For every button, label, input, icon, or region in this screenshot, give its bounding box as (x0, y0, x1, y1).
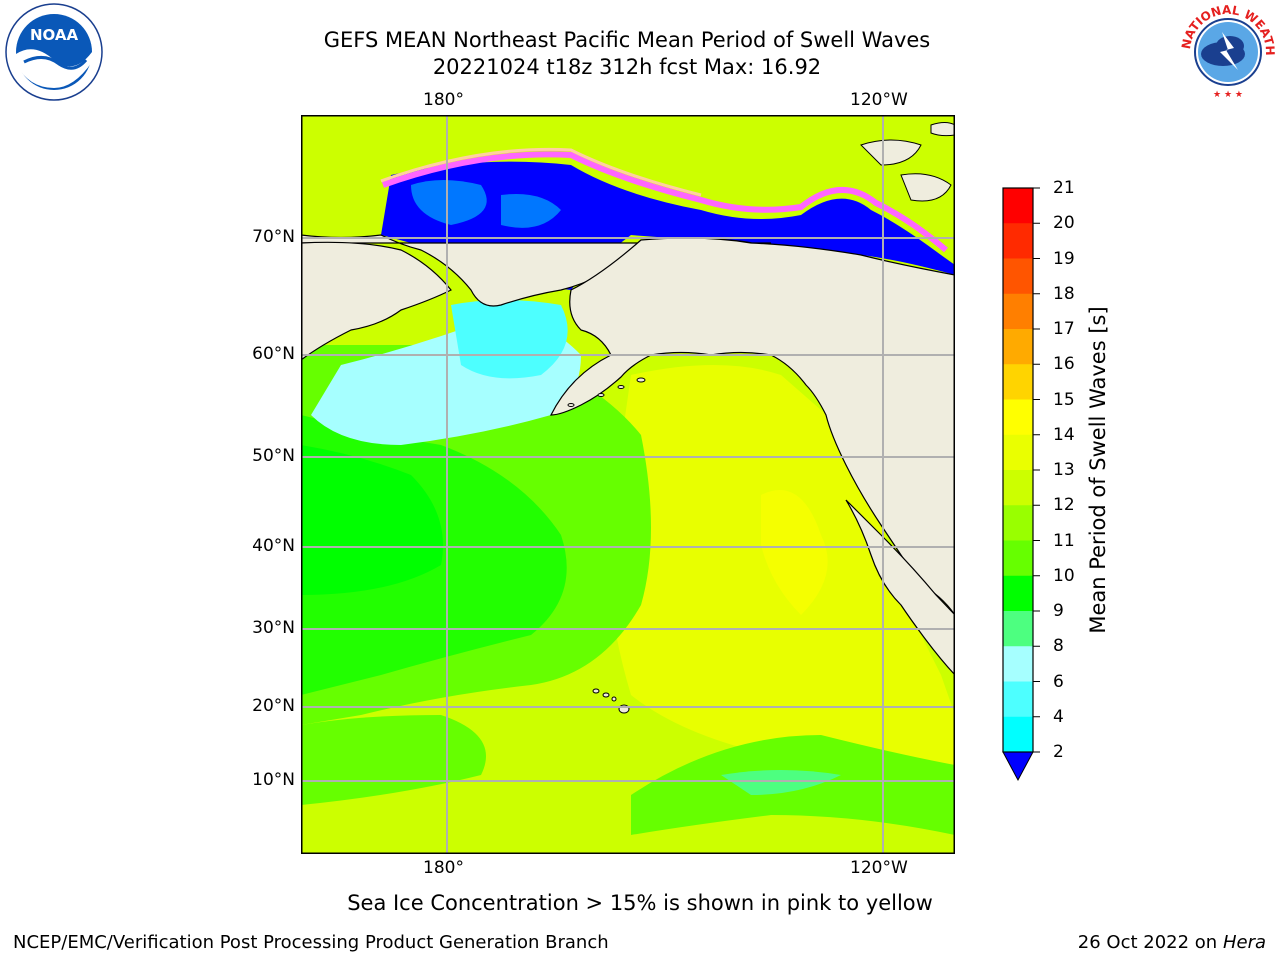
colorbar-cell (1003, 364, 1033, 400)
colorbar-tick-label: 10 (1053, 565, 1075, 586)
lat-label-70n: 70°N (252, 227, 295, 247)
colorbar-cell (1003, 716, 1033, 753)
colorbar-tick-label: 19 (1053, 248, 1075, 269)
colorbar-tick-label: 2 (1053, 742, 1064, 762)
colorbar-tick-label: 20 (1053, 213, 1075, 234)
colorbar-extend-triangle (1002, 751, 1034, 782)
swell-period-map (301, 115, 955, 854)
colorbar-cell (1003, 223, 1033, 259)
lat-label-60n: 60°N (252, 344, 295, 364)
colorbar-tick-label: 14 (1053, 424, 1075, 445)
sea-ice-edge (381, 151, 948, 253)
colorbar-cell (1003, 293, 1033, 330)
graticule (301, 115, 955, 854)
lat-label-40n: 40°N (252, 536, 295, 556)
colorbar-tick-label: 4 (1053, 706, 1064, 727)
colorbar-cell (1003, 646, 1033, 682)
colorbar-cell (1003, 575, 1033, 612)
lat-label-20n: 20°N (252, 696, 295, 716)
svg-text:★ ★ ★: ★ ★ ★ (1213, 90, 1243, 100)
colorbar-cell (1003, 188, 1033, 224)
colorbar-cell (1003, 611, 1033, 647)
footer-date: 26 Oct 2022 on Hera (1078, 932, 1266, 953)
lon-label-bottom-180: 180° (423, 858, 464, 878)
colorbar-tick-label: 21 (1053, 178, 1075, 198)
colorbar-tick-label: 6 (1053, 671, 1064, 692)
lat-label-30n: 30°N (252, 618, 295, 638)
colorbar-cell (1003, 681, 1033, 718)
colorbar-cell (1003, 329, 1033, 365)
colorbar-tick-label: 8 (1053, 636, 1064, 657)
colorbar-tick-label: 11 (1053, 530, 1075, 551)
lon-label-top-180: 180° (423, 90, 464, 110)
map-frame (301, 115, 955, 854)
colorbar-cell (1003, 399, 1033, 436)
chart-subtitle: 20221024 t18z 312h fcst Max: 16.92 (432, 55, 822, 79)
lat-label-10n: 10°N (252, 770, 295, 790)
noaa-logo-text: NOAA (30, 26, 79, 44)
colorbar-cell (1003, 470, 1033, 506)
footer-host: Hera (1222, 932, 1266, 953)
chart-title: GEFS MEAN Northeast Pacific Mean Period … (323, 28, 931, 52)
nws-logo: NATIONAL WEATHER SERVICE ★ ★ ★ (1178, 2, 1277, 100)
colorbar-tick-label: 18 (1053, 283, 1075, 304)
lat-label-50n: 50°N (252, 446, 295, 466)
colorbar-cell (1003, 505, 1033, 541)
noaa-logo: NOAA (5, 3, 103, 101)
land-west-coast (845, 499, 955, 676)
colorbar-tick-label: 12 (1053, 495, 1075, 516)
footer-branch: NCEP/EMC/Verification Post Processing Pr… (13, 932, 609, 953)
colorbar-tick-label: 17 (1053, 319, 1075, 339)
colorbar-cell (1003, 540, 1033, 577)
aleutian-islands (567, 377, 646, 407)
lon-label-bottom-120w: 120°W (850, 858, 908, 878)
colorbar-tick-label: 16 (1053, 354, 1075, 375)
lon-label-top-120w: 120°W (850, 90, 908, 110)
colorbar-label: Mean Period of Swell Waves [s] (1086, 306, 1110, 634)
footer-date-text: 26 Oct 2022 on (1077, 932, 1223, 953)
colorbar-cell (1003, 434, 1033, 471)
colorbar-tick-label: 15 (1053, 389, 1075, 410)
caption: Sea Ice Concentration > 15% is shown in … (347, 891, 933, 915)
land-alaska-canada (550, 237, 955, 617)
colorbar (1002, 187, 1040, 782)
colorbar-tick-label: 13 (1053, 460, 1075, 480)
colorbar-tick-label: 9 (1053, 601, 1064, 621)
colorbar-cell (1003, 258, 1033, 295)
